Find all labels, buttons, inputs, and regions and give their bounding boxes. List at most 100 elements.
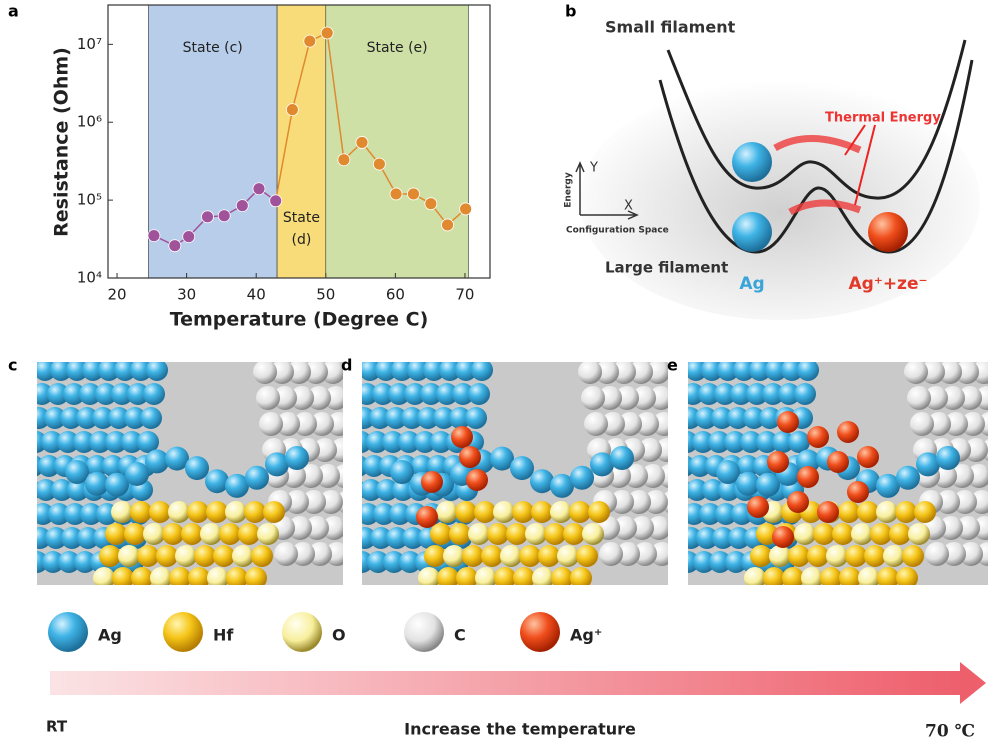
atom [538, 545, 560, 567]
y-tick-label: 10⁵ [77, 191, 102, 209]
panel-letter: d [341, 356, 352, 375]
atom [907, 386, 931, 410]
temp-arrow [50, 671, 962, 695]
atom [125, 462, 149, 486]
atom [468, 383, 490, 405]
atom [557, 545, 579, 567]
label: Configuration Space [566, 226, 669, 236]
data-point [286, 104, 298, 116]
y-tick-label: 10⁴ [77, 269, 102, 287]
panel-letter: b [565, 2, 576, 21]
panels-cde [10, 359, 988, 589]
y-axis-label: Resistance (Ohm) [51, 47, 73, 237]
label: Ag⁺+ze⁻ [849, 274, 928, 294]
atom [895, 501, 917, 523]
atom [525, 523, 547, 545]
atom [512, 501, 534, 523]
atom [563, 523, 585, 545]
data-point [148, 230, 160, 242]
label: Thermal Energy [825, 111, 941, 126]
atom [857, 446, 879, 468]
data-point [218, 210, 230, 222]
legend-label: Hf [213, 626, 234, 645]
region-label: State (e) [367, 40, 428, 56]
region-label: State [283, 210, 320, 226]
atom [436, 501, 458, 523]
atom [864, 545, 886, 567]
atom [149, 501, 171, 523]
atom [910, 412, 934, 436]
atom [570, 466, 594, 490]
atom [455, 501, 477, 523]
data-point [169, 240, 181, 252]
panel-letter: a [8, 2, 19, 21]
atom [65, 460, 89, 484]
data-point [442, 219, 454, 231]
atom [845, 545, 867, 567]
atom [847, 481, 869, 503]
atom [459, 446, 481, 468]
atom [772, 526, 794, 548]
atom [194, 545, 216, 567]
atom [578, 360, 602, 384]
atom [530, 469, 554, 493]
atom [259, 412, 283, 436]
atom [510, 456, 534, 480]
atom [143, 383, 165, 405]
atom [118, 545, 140, 567]
atom [797, 359, 819, 381]
atom [807, 426, 829, 448]
atom [451, 426, 473, 448]
atom [777, 411, 799, 433]
atom [421, 471, 443, 493]
atom [550, 501, 572, 523]
atom [274, 542, 298, 566]
atom [584, 412, 608, 436]
data-point [236, 200, 248, 212]
data-point [253, 183, 265, 195]
data-point [407, 188, 419, 200]
figure: State (c)State(d)State (e)20304050607010… [0, 0, 988, 748]
legend-label: O [332, 626, 346, 645]
atom [200, 523, 222, 545]
atom [430, 523, 452, 545]
atom [187, 501, 209, 523]
atom [902, 545, 924, 567]
region-label: (d) [292, 232, 312, 248]
atom [424, 545, 446, 567]
atom [219, 523, 241, 545]
atom [493, 501, 515, 523]
data-point [338, 154, 350, 166]
atom [124, 523, 146, 545]
atom [826, 545, 848, 567]
data-point [390, 188, 402, 200]
atom [569, 501, 591, 523]
legend-swatch [404, 612, 444, 652]
atom [576, 545, 598, 567]
region-label: State (c) [183, 40, 243, 56]
legend-swatch [282, 612, 322, 652]
x-tick-label: 20 [107, 286, 126, 304]
atom [544, 523, 566, 545]
atom [936, 446, 960, 470]
legend-swatch [48, 612, 88, 652]
atom [506, 523, 528, 545]
atom [251, 545, 273, 567]
atom [468, 523, 490, 545]
panel-letter: c [8, 356, 17, 375]
x-tick-label: 50 [316, 286, 335, 304]
atom [175, 545, 197, 567]
legend-label: Ag [98, 626, 122, 645]
atom [876, 501, 898, 523]
data-point [460, 203, 472, 215]
atom [244, 501, 266, 523]
data-point [183, 231, 195, 243]
atom [213, 545, 235, 567]
panel-letter: e [667, 356, 678, 375]
footer-middle: Increase the temperature [404, 720, 636, 739]
legend-label: C [454, 626, 466, 645]
atom [111, 501, 133, 523]
atom [827, 451, 849, 473]
ion-ball [868, 212, 908, 252]
atom [181, 523, 203, 545]
